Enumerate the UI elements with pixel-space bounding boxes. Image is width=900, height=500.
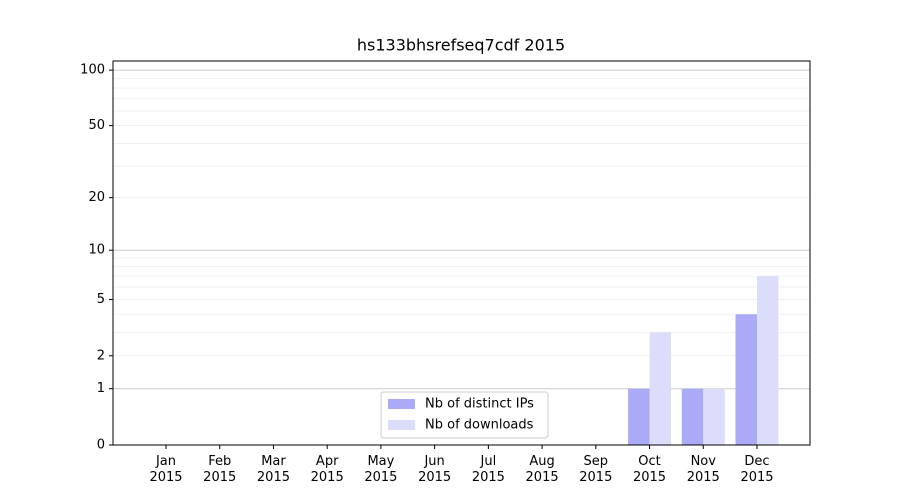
bar — [735, 314, 757, 445]
bar — [703, 388, 725, 445]
x-tick-label: Oct 2015 — [633, 454, 666, 485]
x-tick-label: Jan 2015 — [149, 454, 182, 485]
x-tick-label: Apr 2015 — [311, 454, 344, 485]
legend-label: Nb of downloads — [425, 418, 534, 433]
y-tick-label: 50 — [88, 118, 105, 133]
x-tick-label: Dec 2015 — [740, 454, 773, 485]
y-tick-label: 0 — [97, 438, 105, 453]
chart-title: hs133bhsrefseq7cdf 2015 — [357, 36, 565, 55]
x-tick-label: May 2015 — [364, 454, 397, 485]
legend-swatch — [388, 420, 415, 430]
x-tick-label: Sep 2015 — [579, 454, 612, 485]
y-tick-label: 5 — [97, 292, 105, 307]
bar — [757, 276, 779, 445]
y-tick-label: 10 — [88, 243, 105, 258]
y-tick-label: 1 — [97, 381, 105, 396]
bar — [628, 388, 650, 445]
x-tick-label: Aug 2015 — [526, 454, 559, 485]
legend-label: Nb of distinct IPs — [425, 397, 534, 412]
legend-swatch — [388, 399, 415, 409]
y-tick-label: 100 — [80, 63, 105, 78]
x-tick-label: Jul 2015 — [472, 454, 505, 485]
bar — [681, 388, 704, 445]
x-tick-label: Jun 2015 — [418, 454, 451, 485]
x-tick-label: Nov 2015 — [687, 454, 720, 485]
x-tick-label: Feb 2015 — [203, 454, 236, 485]
legend-box — [380, 391, 549, 439]
y-tick-label: 2 — [97, 348, 105, 363]
plot-frame — [112, 60, 811, 446]
y-tick-label: 20 — [88, 190, 105, 205]
bar — [649, 332, 672, 445]
x-tick-label: Mar 2015 — [257, 454, 290, 485]
